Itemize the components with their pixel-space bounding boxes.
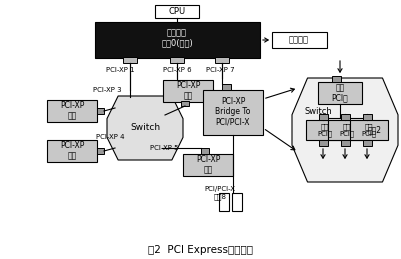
Bar <box>319 114 328 120</box>
Text: PCI-XP
端点: PCI-XP 端点 <box>60 141 84 161</box>
Text: Switch: Switch <box>304 107 332 117</box>
Bar <box>201 148 209 154</box>
Text: PCI-XP 6: PCI-XP 6 <box>163 67 191 73</box>
Bar <box>318 82 362 104</box>
Bar <box>341 114 350 120</box>
Bar <box>97 108 104 114</box>
Text: PCI-XP 3: PCI-XP 3 <box>93 87 122 93</box>
Text: 虚拟
PCI桥: 虚拟 PCI桥 <box>339 123 354 137</box>
Text: PCI-XP 5: PCI-XP 5 <box>150 145 178 151</box>
Text: PCI/PCI-X: PCI/PCI-X <box>205 186 235 192</box>
Bar <box>163 80 213 102</box>
Text: PCI-XP 7: PCI-XP 7 <box>206 67 234 73</box>
Bar <box>306 120 344 140</box>
Bar <box>350 120 388 140</box>
Text: PCI-XP
端点: PCI-XP 端点 <box>196 155 220 175</box>
Text: 总线8: 总线8 <box>213 194 227 200</box>
Text: PCI-XP
端点: PCI-XP 端点 <box>176 81 200 101</box>
Text: 虚拟
PCI桥: 虚拟 PCI桥 <box>361 123 377 137</box>
Bar <box>363 114 372 120</box>
Bar <box>97 148 104 154</box>
Bar <box>181 101 189 106</box>
Bar <box>363 140 372 146</box>
Bar <box>47 140 97 162</box>
Bar <box>155 5 199 18</box>
Text: PCI-XP 4: PCI-XP 4 <box>96 134 124 140</box>
Text: PCI-XP
Bridge To
PCI/PCI-X: PCI-XP Bridge To PCI/PCI-X <box>215 97 251 127</box>
Bar <box>332 76 341 82</box>
Text: 根复合体
总线0(内部): 根复合体 总线0(内部) <box>161 28 193 48</box>
Bar <box>203 90 263 135</box>
Bar <box>232 193 242 211</box>
Text: 虚拟
PCI桥: 虚拟 PCI桥 <box>332 83 348 103</box>
Bar <box>95 22 260 58</box>
Bar <box>219 193 229 211</box>
Text: 虚拟
PCI桥: 虚拟 PCI桥 <box>318 123 332 137</box>
Text: 主存储器: 主存储器 <box>289 35 309 45</box>
Bar <box>183 154 233 176</box>
Bar <box>215 57 229 63</box>
Text: CPU: CPU <box>168 7 186 16</box>
Bar <box>341 140 350 146</box>
Text: Switch: Switch <box>130 124 160 133</box>
Text: 总线2: 总线2 <box>368 126 382 134</box>
Polygon shape <box>107 96 183 160</box>
Text: PCI-XP
端点: PCI-XP 端点 <box>60 101 84 121</box>
Bar <box>328 120 366 140</box>
Text: PCI-XP 1: PCI-XP 1 <box>106 67 134 73</box>
Bar <box>272 32 327 48</box>
Bar <box>170 57 184 63</box>
Bar <box>319 140 328 146</box>
Text: 图2  PCI Express拓扑结构: 图2 PCI Express拓扑结构 <box>148 245 253 255</box>
Bar <box>123 57 137 63</box>
Bar <box>47 100 97 122</box>
Bar <box>222 84 231 90</box>
Polygon shape <box>292 78 398 182</box>
